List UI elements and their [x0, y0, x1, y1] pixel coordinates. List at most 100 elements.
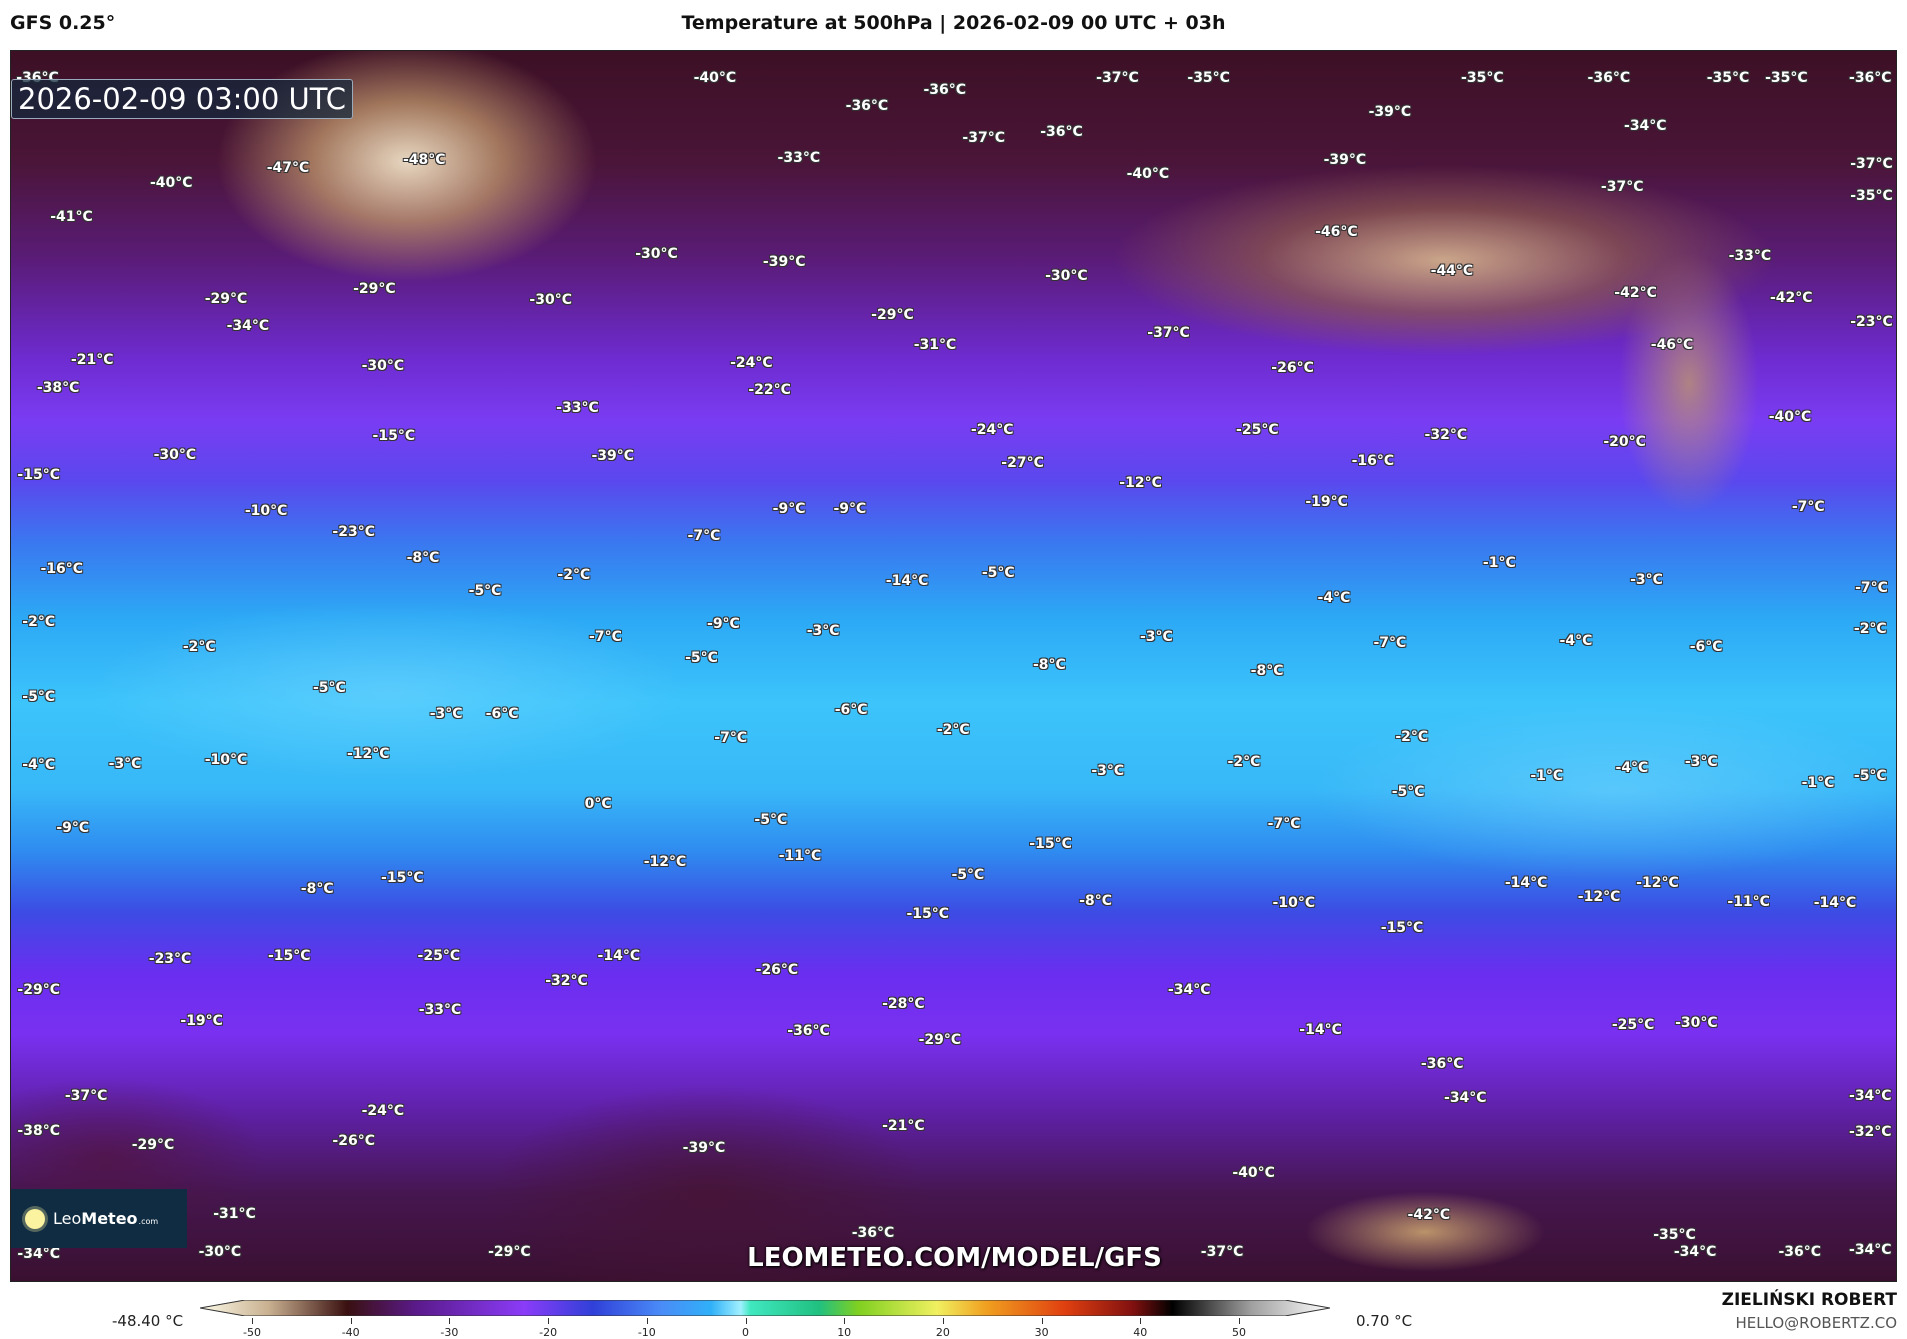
temperature-label: -34°C	[17, 1245, 60, 1262]
temperature-label: -34°C	[1849, 1242, 1892, 1259]
temperature-label: -36°C	[845, 97, 889, 114]
temperature-label: -26°C	[332, 1132, 375, 1149]
temperature-label: -1°C	[1801, 775, 1835, 792]
temperature-label: -32°C	[545, 973, 588, 990]
temperature-label: -46°C	[1315, 224, 1358, 241]
temperature-label: -32°C	[1849, 1124, 1892, 1141]
temperature-label: -14°C	[1813, 895, 1857, 912]
temperature-label: -11°C	[1727, 894, 1770, 911]
temperature-label: -3°C	[1684, 754, 1718, 771]
temperature-label: -37°C	[962, 130, 1005, 147]
temperature-label: -15°C	[1380, 919, 1424, 936]
temperature-label: -34°C	[1444, 1090, 1487, 1106]
leometeo-logo[interactable]: Leo Meteo .com	[11, 1189, 187, 1248]
temperature-label: -27°C	[1001, 455, 1044, 472]
temperature-label: -35°C	[1187, 69, 1230, 86]
temperature-label: -37°C	[1850, 155, 1893, 172]
colorbar-tick	[1239, 1318, 1240, 1324]
temperature-label: -3°C	[429, 705, 463, 722]
temperature-label: -3°C	[1630, 571, 1663, 588]
temperature-label: -10°C	[1272, 895, 1316, 912]
temperature-label: -30°C	[153, 446, 197, 463]
temperature-label: -6°C	[485, 705, 519, 722]
temperature-label: -38°C	[17, 1122, 60, 1139]
temperature-label: -37°C	[64, 1087, 108, 1104]
temperature-label: -19°C	[180, 1013, 223, 1030]
temperature-label: -33°C	[777, 149, 821, 166]
temperature-label: -35°C	[1765, 69, 1808, 86]
temperature-label: -42°C	[1614, 284, 1657, 301]
temperature-label: -1°C	[1530, 767, 1564, 784]
temperature-label: -12°C	[643, 854, 687, 871]
colorbar-tick-label: -30	[440, 1326, 459, 1339]
temperature-label: -3°C	[1091, 762, 1125, 779]
temperature-label: -6°C	[834, 702, 868, 719]
temperature-label: -6°C	[1689, 638, 1723, 655]
valid-time-badge: 2026-02-09 03:00 UTC	[11, 79, 354, 119]
temperature-label: -37°C	[1600, 179, 1644, 196]
colorbar-gradient	[200, 1300, 1330, 1316]
temperature-label: -10°C	[244, 502, 288, 519]
temperature-label: -36°C	[851, 1225, 895, 1241]
temperature-label: -48°C	[402, 152, 446, 169]
temperature-label: -40°C	[1768, 408, 1812, 425]
temperature-label: -14°C	[1299, 1021, 1342, 1038]
temperature-label: -9°C	[707, 615, 740, 632]
temperature-label: -12°C	[1636, 874, 1679, 891]
temperature-label: -14°C	[1504, 874, 1548, 891]
temperature-label: -7°C	[687, 528, 721, 545]
temperature-label: -2°C	[557, 567, 591, 584]
colorbar-tick	[942, 1318, 944, 1324]
temperature-label: -9°C	[833, 501, 867, 518]
temperature-label: 0°C	[584, 795, 612, 812]
temperature-label: -8°C	[1250, 663, 1284, 680]
temperature-label: -3°C	[1139, 629, 1173, 646]
logo-text-bold: Meteo	[81, 1209, 138, 1228]
temperature-label: -34°C	[1624, 118, 1667, 135]
colorbar-tick	[1041, 1318, 1043, 1324]
temperature-label: -8°C	[1032, 657, 1066, 674]
logo-suffix: .com	[138, 1217, 159, 1226]
temperature-label: -4°C	[1559, 632, 1593, 649]
temperature-label: -5°C	[22, 688, 56, 705]
temperature-label: -29°C	[353, 281, 396, 298]
temperature-label: -25°C	[1611, 1017, 1655, 1034]
temperature-label: -7°C	[1791, 498, 1825, 515]
temperature-label: -47°C	[266, 159, 310, 176]
model-name: GFS 0.25°	[10, 12, 116, 34]
temperature-label: -22°C	[748, 382, 791, 399]
temperature-label: -29°C	[871, 306, 914, 323]
temperature-label: -23°C	[332, 524, 375, 541]
colorbar-tick-label: 40	[1133, 1326, 1148, 1339]
temperature-label: -7°C	[589, 629, 622, 646]
colorbar-tick	[646, 1318, 648, 1324]
temperature-label: -37°C	[1096, 69, 1139, 86]
temperature-label: -9°C	[56, 820, 90, 836]
temperature-label: -2°C	[1853, 620, 1887, 637]
temperature-label: -4°C	[1615, 760, 1649, 777]
temperature-label: -39°C	[682, 1139, 726, 1156]
temperature-label: -34°C	[1849, 1087, 1892, 1104]
temperature-label: -46°C	[1650, 337, 1694, 354]
temperature-map[interactable]: -36°C -40°C -36°C -36°C -37°C -35°C -35°C -36°C…	[10, 50, 1897, 1282]
temperature-label: -36°C	[1778, 1244, 1822, 1261]
colorbar-tick-label: 50	[1232, 1326, 1246, 1339]
colorbar-tick	[745, 1318, 747, 1324]
colorbar-tick-label: -40	[341, 1326, 360, 1339]
temperature-label: -5°C	[1391, 783, 1425, 800]
temperature-label: -36°C	[1849, 69, 1892, 86]
temperature-label: -15°C	[381, 869, 424, 886]
temperature-label: -28°C	[882, 996, 925, 1013]
temperature-label: -24°C	[970, 422, 1014, 439]
temperature-label: -34°C	[226, 317, 270, 334]
temperature-label: -2°C	[1395, 728, 1429, 745]
temperature-label: -40°C	[1232, 1165, 1275, 1182]
temperature-label: -7°C	[1373, 635, 1407, 652]
author-email[interactable]: HELLO@ROBERTZ.CO	[1735, 1314, 1897, 1332]
temperature-label: -2°C	[936, 721, 970, 738]
temperature-label: -33°C	[556, 400, 599, 417]
temperature-label: -30°C	[1045, 267, 1088, 284]
temperature-label: -3°C	[108, 755, 142, 772]
temperature-label: -29°C	[204, 290, 248, 307]
colorbar-tick	[844, 1318, 846, 1324]
